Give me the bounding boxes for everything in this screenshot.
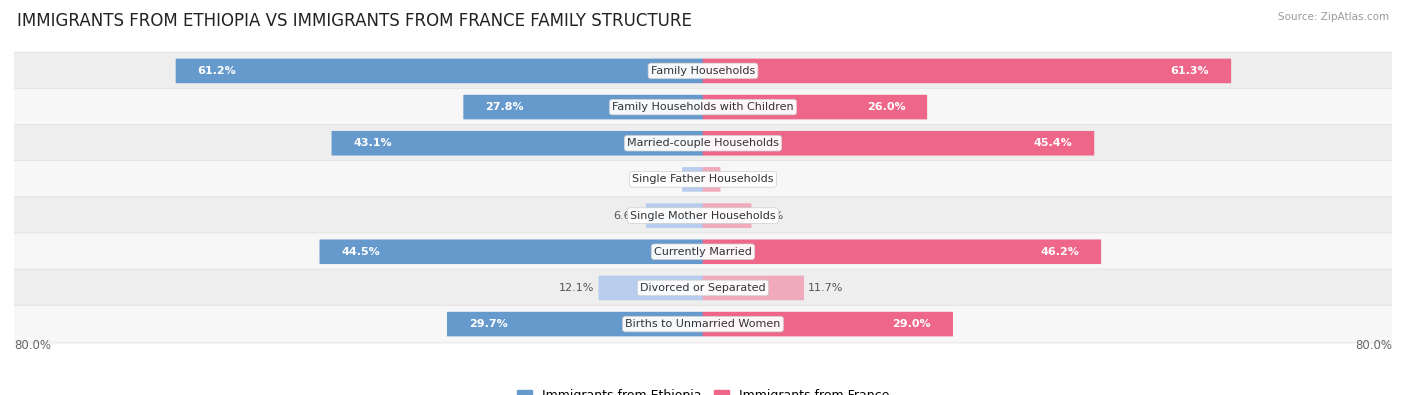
Text: Married-couple Households: Married-couple Households xyxy=(627,138,779,148)
Text: Family Households with Children: Family Households with Children xyxy=(612,102,794,112)
FancyBboxPatch shape xyxy=(447,312,703,337)
FancyBboxPatch shape xyxy=(703,95,927,119)
Text: 80.0%: 80.0% xyxy=(14,339,51,352)
FancyBboxPatch shape xyxy=(14,269,1392,307)
FancyBboxPatch shape xyxy=(319,239,703,264)
Text: 2.4%: 2.4% xyxy=(650,175,678,184)
Legend: Immigrants from Ethiopia, Immigrants from France: Immigrants from Ethiopia, Immigrants fro… xyxy=(512,384,894,395)
Text: Single Mother Households: Single Mother Households xyxy=(630,211,776,220)
Text: Single Father Households: Single Father Households xyxy=(633,175,773,184)
FancyBboxPatch shape xyxy=(703,167,720,192)
FancyBboxPatch shape xyxy=(176,58,703,83)
FancyBboxPatch shape xyxy=(14,161,1392,198)
FancyBboxPatch shape xyxy=(332,131,703,156)
FancyBboxPatch shape xyxy=(14,124,1392,162)
Text: 2.0%: 2.0% xyxy=(724,175,752,184)
Text: 12.1%: 12.1% xyxy=(560,283,595,293)
Text: 29.7%: 29.7% xyxy=(468,319,508,329)
Text: 44.5%: 44.5% xyxy=(342,247,380,257)
Text: 46.2%: 46.2% xyxy=(1040,247,1080,257)
Text: 43.1%: 43.1% xyxy=(353,138,392,148)
Text: IMMIGRANTS FROM ETHIOPIA VS IMMIGRANTS FROM FRANCE FAMILY STRUCTURE: IMMIGRANTS FROM ETHIOPIA VS IMMIGRANTS F… xyxy=(17,12,692,30)
FancyBboxPatch shape xyxy=(703,58,1232,83)
Text: 27.8%: 27.8% xyxy=(485,102,524,112)
FancyBboxPatch shape xyxy=(703,312,953,337)
FancyBboxPatch shape xyxy=(14,233,1392,271)
FancyBboxPatch shape xyxy=(599,276,703,300)
FancyBboxPatch shape xyxy=(645,203,703,228)
Text: 5.6%: 5.6% xyxy=(755,211,783,220)
Text: 29.0%: 29.0% xyxy=(893,319,931,329)
Text: 80.0%: 80.0% xyxy=(1355,339,1392,352)
Text: Family Households: Family Households xyxy=(651,66,755,76)
Text: Divorced or Separated: Divorced or Separated xyxy=(640,283,766,293)
Text: 45.4%: 45.4% xyxy=(1033,138,1073,148)
Text: Currently Married: Currently Married xyxy=(654,247,752,257)
FancyBboxPatch shape xyxy=(14,197,1392,234)
FancyBboxPatch shape xyxy=(682,167,703,192)
Text: 61.2%: 61.2% xyxy=(197,66,236,76)
FancyBboxPatch shape xyxy=(14,88,1392,126)
FancyBboxPatch shape xyxy=(14,305,1392,343)
Text: 26.0%: 26.0% xyxy=(866,102,905,112)
Text: Source: ZipAtlas.com: Source: ZipAtlas.com xyxy=(1278,12,1389,22)
FancyBboxPatch shape xyxy=(703,276,804,300)
Text: 11.7%: 11.7% xyxy=(808,283,844,293)
FancyBboxPatch shape xyxy=(703,131,1094,156)
FancyBboxPatch shape xyxy=(14,52,1392,90)
Text: Births to Unmarried Women: Births to Unmarried Women xyxy=(626,319,780,329)
Text: 6.6%: 6.6% xyxy=(613,211,643,220)
FancyBboxPatch shape xyxy=(703,203,751,228)
FancyBboxPatch shape xyxy=(464,95,703,119)
FancyBboxPatch shape xyxy=(703,239,1101,264)
Text: 61.3%: 61.3% xyxy=(1171,66,1209,76)
